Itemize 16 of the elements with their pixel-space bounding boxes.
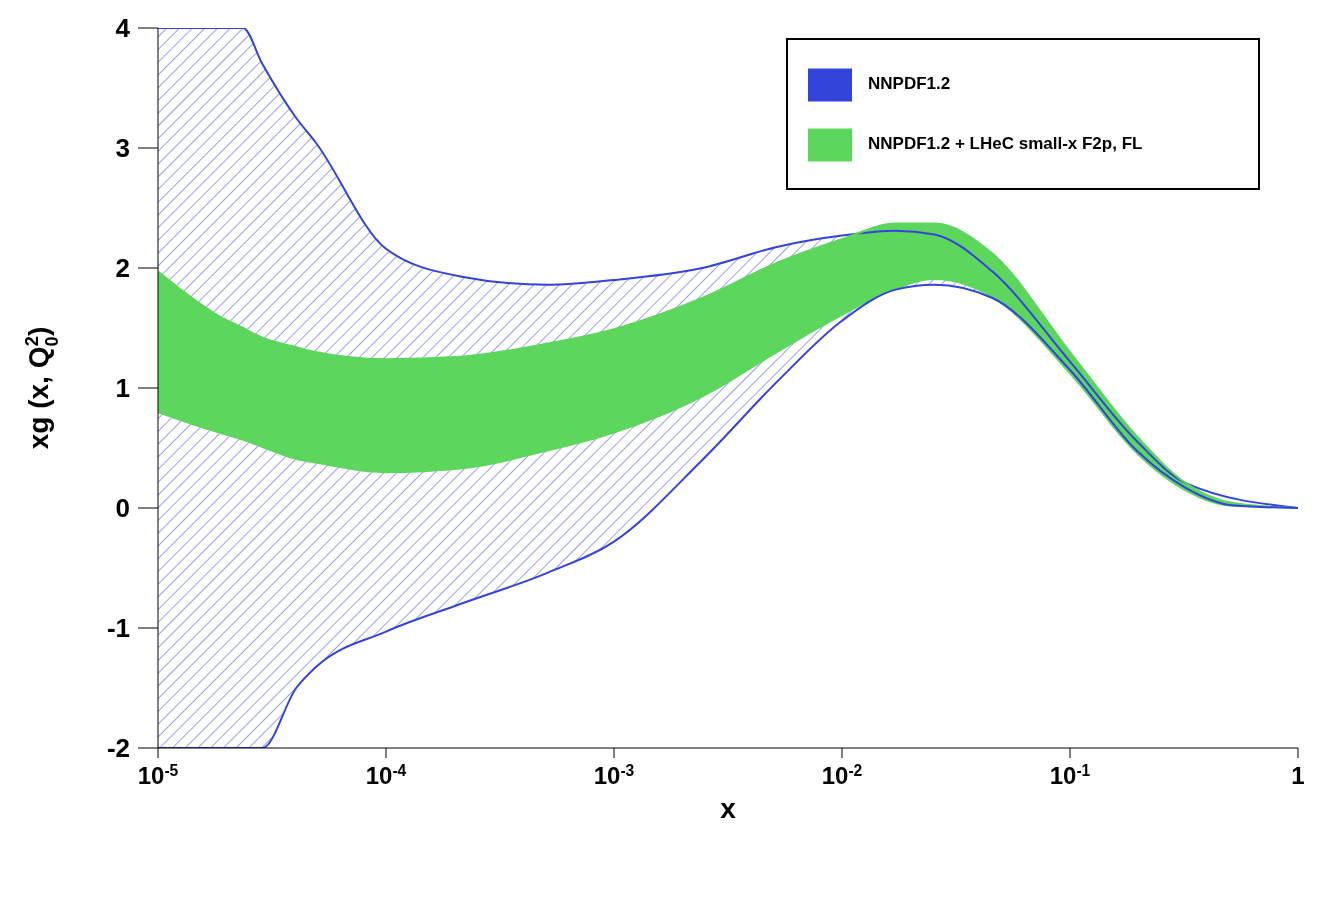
y-tick-label: 2 (115, 253, 130, 283)
x-tick-label: 10$^{-3}$ (593, 761, 635, 789)
x-tick-label: 10$^{-4}$ (365, 761, 407, 789)
x-axis-title: x (720, 793, 737, 824)
x-tick-label: 10$^{-2}$ (821, 761, 863, 789)
y-tick-label: -1 (106, 613, 130, 643)
x-tick-label: 1 (1291, 762, 1305, 789)
y-tick-label: -2 (106, 733, 130, 763)
y-tick-label: 0 (115, 493, 130, 523)
x-tick-label: 10$^{-5}$ (137, 761, 179, 789)
y-tick-label: 1 (115, 373, 130, 403)
y-tick-label: 4 (115, 13, 131, 43)
legend-label: NNPDF1.2 (868, 74, 951, 93)
legend-label: NNPDF1.2 + LHeC small-x F2p, FL (868, 134, 1143, 153)
x-tick-label: 10$^{-1}$ (1049, 761, 1091, 789)
y-tick-label: 3 (115, 133, 130, 163)
